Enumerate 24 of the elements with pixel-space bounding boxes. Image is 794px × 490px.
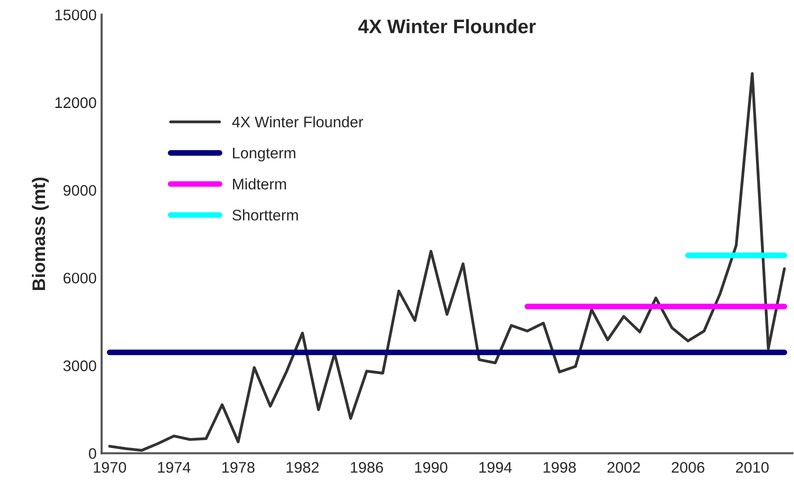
legend-label: Midterm (233, 178, 286, 190)
y-tick-label: 3000 (63, 360, 96, 372)
x-tick-label: 1994 (479, 462, 512, 473)
chart-title: 4X Winter Flounder (358, 19, 536, 34)
y-tick-label: 9000 (64, 184, 96, 196)
legend-label: 4X Winter Flounder (232, 116, 364, 128)
x-tick-label: 2002 (608, 462, 640, 473)
y-tick-label: 0 (88, 448, 96, 459)
y-tick-label: 15000 (55, 10, 96, 20)
x-tick-label: 1986 (350, 462, 384, 473)
y-tick-label: 6000 (64, 272, 96, 284)
y-tick-label: 12000 (55, 97, 96, 108)
x-tick-label: 1978 (222, 462, 255, 473)
x-tick-label: 2010 (736, 462, 769, 473)
line-series (108, 72, 786, 452)
x-tick-label: 1970 (94, 462, 126, 473)
legend-label: Longterm (233, 148, 296, 162)
x-tick-label: 1998 (544, 462, 576, 473)
legend-label: Shortterm (232, 209, 298, 221)
x-tick-label: 1990 (415, 462, 448, 473)
x-tick-label: 2006 (672, 462, 704, 473)
x-tick-label: 1982 (286, 462, 319, 473)
x-tick-label: 1974 (158, 462, 190, 473)
y-axis-title: Biomass (mt) (32, 178, 49, 290)
